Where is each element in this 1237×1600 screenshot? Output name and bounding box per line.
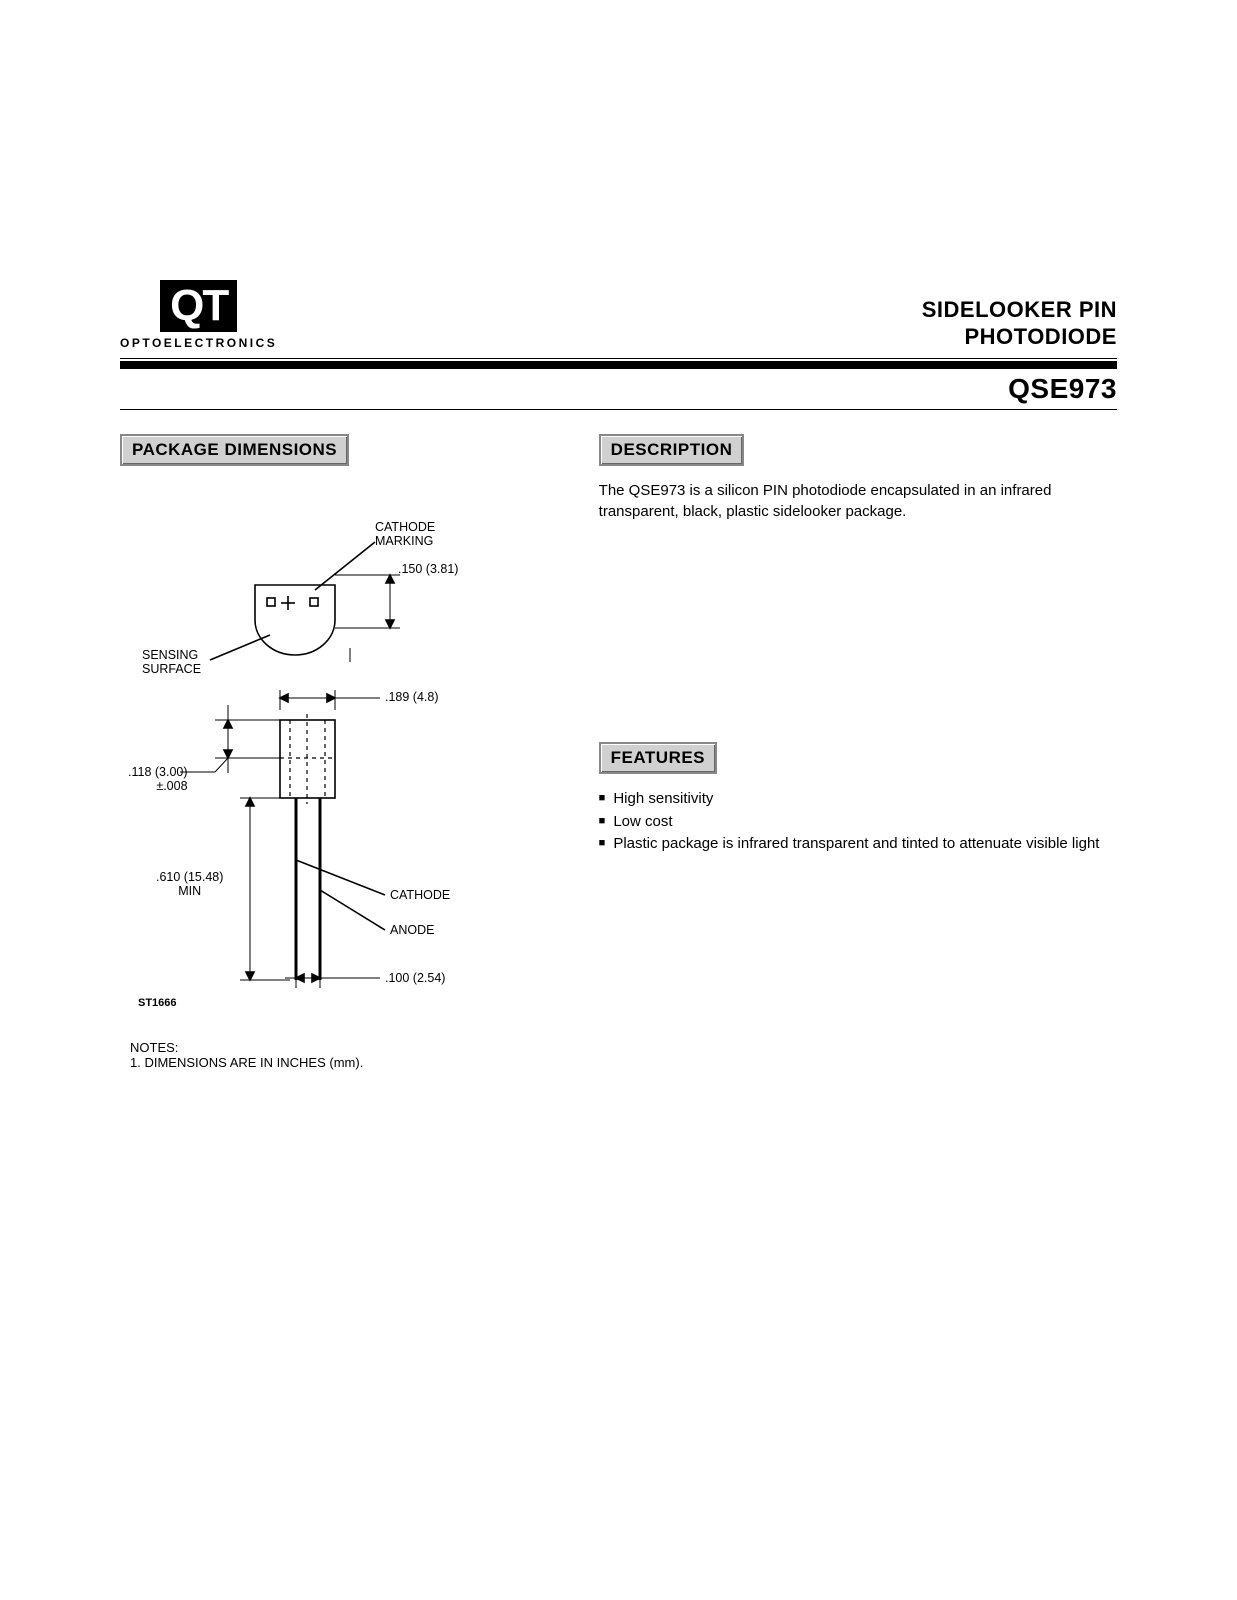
label-dim-100: .100 (2.54) [385,971,445,985]
feature-item: Plastic package is infrared transparent … [599,833,1117,856]
content-columns: PACKAGE DIMENSIONS [120,434,1117,1070]
label-sensing-surface: SENSING SURFACE [142,648,201,677]
logo-subtitle: OPTOELECTRONICS [120,336,277,350]
left-column: PACKAGE DIMENSIONS [120,434,559,1070]
logo-text: QT [160,280,237,332]
feature-item: Low cost [599,811,1117,834]
label-dim-118: .118 (3.00) ±.008 [128,765,188,794]
feature-item: High sensitivity [599,788,1117,811]
label-cathode: CATHODE [390,888,450,902]
title-block: SIDELOOKER PIN PHOTODIODE [922,297,1117,350]
part-number: QSE973 [120,373,1117,405]
notes-block: NOTES: 1. DIMENSIONS ARE IN INCHES (mm). [130,1040,559,1070]
features-header: FEATURES [599,742,717,774]
label-dim-150: .150 (3.81) [398,562,458,576]
right-column: DESCRIPTION The QSE973 is a silicon PIN … [599,434,1117,1070]
title-line1: SIDELOOKER PIN [922,297,1117,323]
package-diagram: CATHODE MARKING .150 (3.81) SENSING SURF… [120,490,559,1030]
rule-thin-top [120,358,1117,359]
drawing-code: ST1666 [138,997,177,1009]
rule-thin-bottom [120,409,1117,410]
notes-heading: NOTES: [130,1040,559,1055]
package-dimensions-header: PACKAGE DIMENSIONS [120,434,349,466]
description-text: The QSE973 is a silicon PIN photodiode e… [599,480,1117,522]
header-row: QT OPTOELECTRONICS SIDELOOKER PIN PHOTOD… [120,280,1117,350]
label-dim-610: .610 (15.48) MIN [156,870,223,899]
features-block: FEATURES High sensitivity Low cost Plast… [599,742,1117,856]
rule-thick [120,361,1117,369]
datasheet-page: QT OPTOELECTRONICS SIDELOOKER PIN PHOTOD… [0,0,1237,1110]
notes-line1: 1. DIMENSIONS ARE IN INCHES (mm). [130,1055,559,1070]
features-list: High sensitivity Low cost Plastic packag… [599,788,1117,856]
label-dim-189: .189 (4.8) [385,690,439,704]
description-header: DESCRIPTION [599,434,745,466]
label-anode: ANODE [390,923,434,937]
title-line2: PHOTODIODE [922,324,1117,350]
logo-block: QT OPTOELECTRONICS [120,280,277,350]
diagram-svg [120,490,550,1030]
label-cathode-marking: CATHODE MARKING [375,520,435,549]
